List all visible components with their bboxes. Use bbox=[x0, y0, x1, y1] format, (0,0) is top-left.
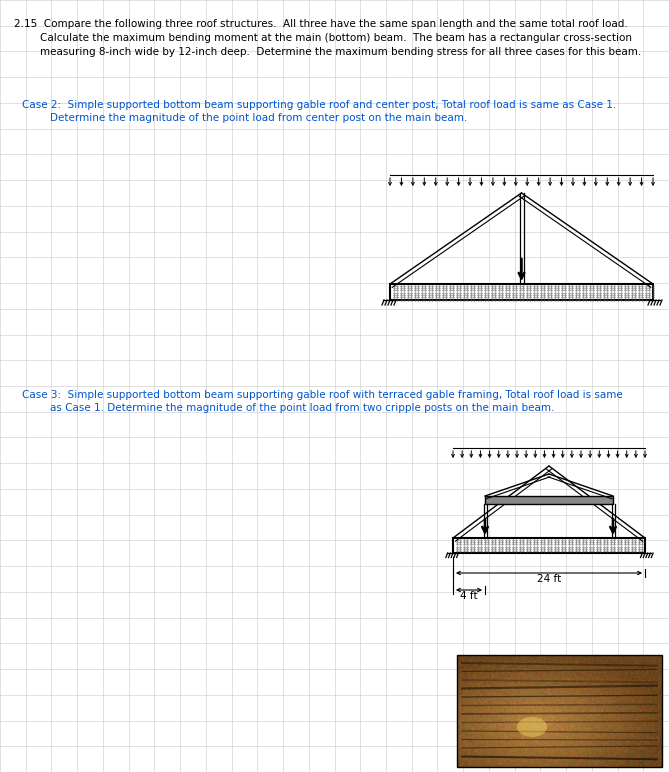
Ellipse shape bbox=[517, 717, 547, 737]
Bar bbox=[485, 496, 613, 504]
Text: 2.15  Compare the following three roof structures.  All three have the same span: 2.15 Compare the following three roof st… bbox=[14, 19, 628, 29]
Text: Calculate the maximum bending moment at the main (bottom) beam.  The beam has a : Calculate the maximum bending moment at … bbox=[40, 33, 632, 43]
Text: Case 2:  Simple supported bottom beam supporting gable roof and center post, Tot: Case 2: Simple supported bottom beam sup… bbox=[22, 100, 616, 110]
Text: 4 ft: 4 ft bbox=[460, 591, 478, 601]
Bar bbox=[453, 538, 645, 553]
Bar bbox=[390, 284, 653, 300]
Text: measuring 8-inch wide by 12-inch deep.  Determine the maximum bending stress for: measuring 8-inch wide by 12-inch deep. D… bbox=[40, 47, 642, 57]
Text: 24 ft: 24 ft bbox=[537, 574, 561, 584]
Text: Determine the magnitude of the point load from center post on the main beam.: Determine the magnitude of the point loa… bbox=[50, 113, 467, 123]
Text: Case 3:  Simple supported bottom beam supporting gable roof with terraced gable : Case 3: Simple supported bottom beam sup… bbox=[22, 390, 623, 400]
Text: as Case 1. Determine the magnitude of the point load from two cripple posts on t: as Case 1. Determine the magnitude of th… bbox=[50, 403, 555, 413]
Bar bbox=[457, 655, 662, 767]
